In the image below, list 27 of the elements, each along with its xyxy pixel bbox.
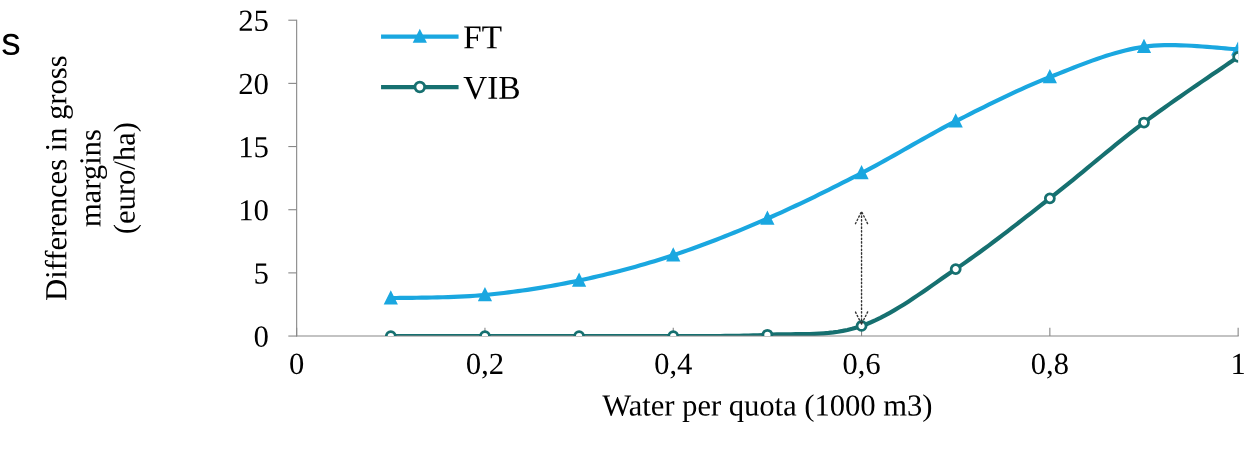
point [667, 248, 680, 262]
point [478, 288, 492, 302]
x-tick-label: 0,8 [1031, 353, 1068, 379]
y-tick-label: 0 [254, 326, 268, 347]
y-tick-label: 20 [239, 73, 268, 95]
point [855, 166, 868, 180]
y-axis-title: Differences in gross margins (euro/ha) [44, 56, 142, 301]
point [384, 291, 398, 305]
y-tick-label: 25 [239, 10, 268, 32]
point [949, 263, 962, 275]
x-tick-label: 1 [1233, 353, 1244, 374]
x-tick-label: 0,6 [843, 353, 880, 379]
point [1137, 40, 1151, 53]
point [572, 274, 586, 287]
point [1043, 70, 1057, 84]
y-tick-label: 5 [255, 263, 268, 284]
x-tick-label: 0,2 [467, 353, 503, 379]
y-tick-label: 10 [241, 200, 268, 221]
point [1138, 116, 1150, 129]
text: s [2, 33, 20, 56]
legend-label: VIB [463, 76, 519, 100]
x-tick-label: 0 [290, 353, 304, 375]
point [1043, 192, 1056, 205]
x-axis-title: Water per quota (1000 m3) [602, 394, 932, 423]
x-tick-label: 0,4 [655, 353, 692, 379]
legend-label: FT [464, 26, 502, 49]
y-tick-label: 15 [241, 136, 268, 158]
